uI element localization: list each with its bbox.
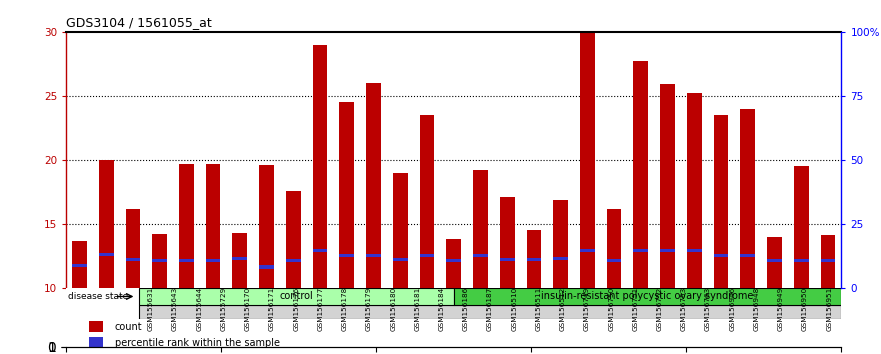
Bar (454, 288, 841, 305)
Bar (339, 102, 354, 288)
Bar (259, 165, 274, 288)
Bar (740, 109, 755, 288)
Bar (89, 337, 103, 348)
Bar (152, 234, 167, 288)
Bar (72, 240, 87, 288)
Bar (660, 249, 675, 252)
Bar (660, 84, 675, 288)
Bar (152, 259, 167, 262)
Bar (687, 93, 701, 288)
Text: control: control (279, 291, 313, 302)
Bar (714, 115, 729, 288)
Bar (607, 259, 621, 262)
Bar (139, 288, 454, 305)
Text: GDS3104 / 1561055_at: GDS3104 / 1561055_at (66, 16, 211, 29)
Bar (740, 254, 755, 257)
Bar (794, 166, 809, 288)
Bar (206, 164, 220, 288)
Bar (313, 249, 328, 252)
Text: count: count (115, 322, 142, 332)
Bar (500, 258, 515, 261)
Bar (313, 45, 328, 288)
Bar (72, 264, 87, 267)
Bar (366, 83, 381, 288)
Bar (714, 254, 729, 257)
Bar (473, 170, 488, 288)
Bar (286, 259, 300, 262)
Bar (126, 258, 140, 261)
Bar (419, 254, 434, 257)
Bar (393, 173, 408, 288)
Text: disease state: disease state (69, 292, 129, 301)
Bar (633, 61, 648, 288)
Bar (233, 233, 248, 288)
Bar (447, 239, 461, 288)
Bar (99, 160, 114, 288)
Bar (179, 259, 194, 262)
Text: percentile rank within the sample: percentile rank within the sample (115, 338, 279, 348)
Bar (633, 249, 648, 252)
Bar (527, 230, 541, 288)
Bar (89, 321, 103, 332)
Bar (527, 258, 541, 261)
Bar (473, 254, 488, 257)
Bar (500, 197, 515, 288)
Bar (553, 200, 568, 288)
Bar (607, 209, 621, 288)
Bar (339, 254, 354, 257)
Bar (259, 266, 274, 269)
Bar (99, 253, 114, 256)
Bar (179, 164, 194, 288)
Bar (794, 259, 809, 262)
Bar (553, 257, 568, 260)
Bar (286, 190, 300, 288)
Bar (820, 235, 835, 288)
Bar (580, 249, 595, 252)
Bar (419, 115, 434, 288)
Bar (126, 209, 140, 288)
Bar (767, 237, 781, 288)
Bar (687, 249, 701, 252)
Bar (820, 259, 835, 262)
Bar (580, 32, 595, 288)
Bar (767, 259, 781, 262)
Text: insulin-resistant polycystic ovary syndrome: insulin-resistant polycystic ovary syndr… (541, 291, 754, 302)
Bar (366, 254, 381, 257)
Bar (447, 259, 461, 262)
Bar (393, 258, 408, 261)
Bar (233, 257, 248, 260)
Bar (206, 259, 220, 262)
Bar (139, 305, 841, 319)
